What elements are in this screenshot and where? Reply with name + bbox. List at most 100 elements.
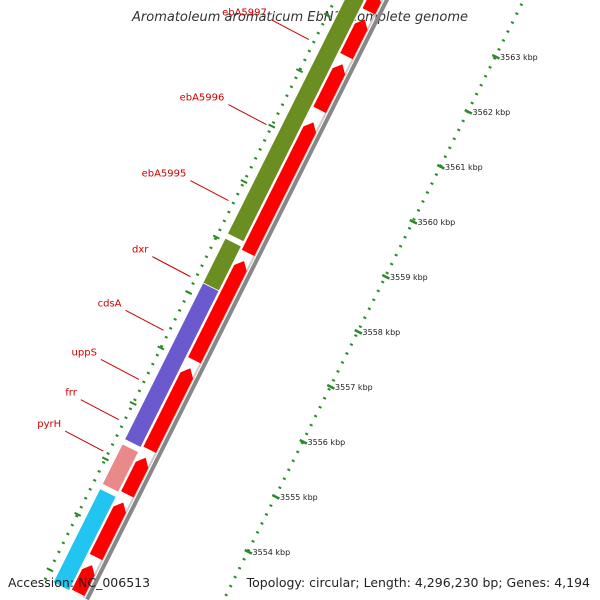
inner-tick xyxy=(173,317,177,321)
scale-tick xyxy=(228,584,233,588)
inner-major-tick xyxy=(46,567,54,573)
scale-tick xyxy=(456,128,461,132)
label-leader xyxy=(228,104,267,126)
genome-title: Aromatoleum aromaticum EbN1, complete ge… xyxy=(132,10,468,25)
scale-tick xyxy=(421,199,425,204)
scale-tick xyxy=(394,253,398,257)
gene-arrow xyxy=(121,457,149,498)
scale-major-tick xyxy=(299,438,308,445)
inner-tick xyxy=(303,58,307,62)
scale-label: 3561 kbp xyxy=(445,163,483,172)
scale-tick xyxy=(425,190,430,195)
inner-tick xyxy=(285,94,289,98)
gene-arrow-track xyxy=(71,0,381,596)
scale-major-tick xyxy=(244,548,253,555)
scale-tick xyxy=(313,414,318,418)
topology-text: Topology: circular; Length: 4,296,230 bp… xyxy=(246,575,590,590)
gene-arrow xyxy=(143,368,194,453)
inner-tick xyxy=(70,523,75,527)
inner-tick xyxy=(133,398,137,402)
inner-tick xyxy=(128,407,133,411)
scale-tick xyxy=(264,512,269,517)
inner-tick xyxy=(164,335,169,339)
inner-major-tick xyxy=(74,511,82,517)
scale-major-tick xyxy=(354,328,363,335)
scale-major-tick xyxy=(436,163,445,170)
label-leader xyxy=(64,430,104,452)
scale-tick xyxy=(376,289,381,293)
scale-label: 3556 kbp xyxy=(308,438,346,447)
scale-tick xyxy=(380,280,385,284)
scale-label: 3559 kbp xyxy=(390,273,428,282)
scale-tick xyxy=(354,334,358,338)
inner-tick xyxy=(316,31,321,35)
scale-tick xyxy=(452,137,457,141)
inner-tick xyxy=(137,389,142,393)
scale-tick xyxy=(233,575,237,579)
inner-tick xyxy=(88,487,92,491)
inner-tick xyxy=(289,85,294,89)
scale-label: 3563 kbp xyxy=(500,53,538,62)
scale-major-tick xyxy=(491,53,500,60)
inner-tick xyxy=(280,103,285,107)
gene-arrow xyxy=(71,565,95,596)
inner-major-tick xyxy=(295,68,304,74)
label-leader xyxy=(125,309,164,331)
inner-tick xyxy=(200,264,204,268)
label-leader xyxy=(152,256,191,278)
scale-major-tick xyxy=(464,108,473,115)
label-leader xyxy=(80,399,120,421)
inner-tick xyxy=(267,129,271,134)
gene-label-pyrH: pyrH xyxy=(37,419,61,430)
inner-major-tick xyxy=(240,179,248,185)
inner-major-tick xyxy=(129,400,137,406)
label-leader xyxy=(190,180,229,202)
inner-tick xyxy=(294,76,298,80)
scale-tick xyxy=(416,208,421,212)
inner-tick xyxy=(276,112,280,116)
inner-tick xyxy=(43,577,48,581)
scale-tick xyxy=(461,119,465,123)
scale-tick xyxy=(327,387,331,391)
inner-tick xyxy=(66,532,70,536)
inner-tick xyxy=(320,22,325,26)
gene-label-cdsA: cdsA xyxy=(98,298,122,309)
inner-tick xyxy=(329,4,334,8)
scale-major-tick xyxy=(409,218,418,225)
inner-tick xyxy=(262,138,267,143)
scale-tick xyxy=(474,92,479,96)
scale-label: 3560 kbp xyxy=(418,218,456,227)
inner-tick xyxy=(209,246,213,250)
inner-tick xyxy=(106,451,110,456)
inner-tick xyxy=(168,326,173,330)
inner-tick xyxy=(124,416,128,420)
label-leader xyxy=(100,359,140,380)
gene-label-dxr: dxr xyxy=(132,245,149,256)
inner-tick xyxy=(244,174,249,178)
inner-tick xyxy=(227,210,231,214)
scale-tick xyxy=(385,271,389,275)
gene-label-frr: frr xyxy=(65,388,77,399)
scale-tick xyxy=(304,432,309,436)
scale-tick xyxy=(340,360,345,365)
gene-arrow xyxy=(362,0,381,15)
cog-segment xyxy=(101,443,140,493)
scale-major-tick xyxy=(381,273,390,280)
scale-tick xyxy=(255,530,260,534)
inner-tick xyxy=(298,67,303,71)
gene-label-ebA5995: ebA5995 xyxy=(142,169,187,180)
inner-tick xyxy=(182,299,186,304)
inner-tick xyxy=(235,192,240,196)
inner-tick xyxy=(258,147,262,151)
scale-tick xyxy=(336,369,340,373)
scale-tick xyxy=(483,74,488,78)
inner-major-tick xyxy=(268,123,276,129)
scale-label: 3555 kbp xyxy=(280,493,318,502)
scale-tick xyxy=(318,405,322,409)
scale-tick xyxy=(224,593,228,597)
scale-tick xyxy=(506,29,510,34)
inner-tick xyxy=(61,541,66,545)
inner-tick xyxy=(177,308,182,312)
inner-tick-track xyxy=(43,4,334,581)
